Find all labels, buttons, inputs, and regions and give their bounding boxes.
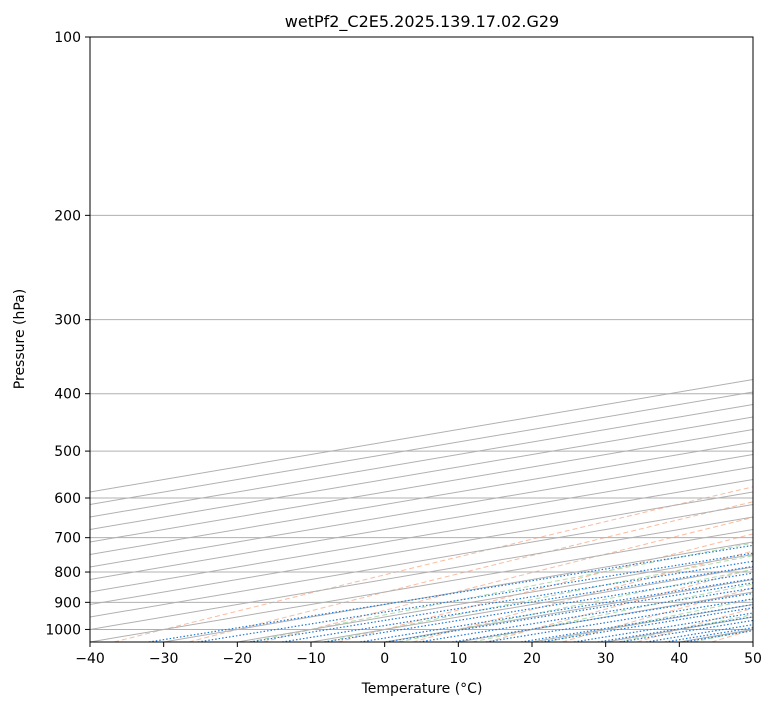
isotherm-line bbox=[90, 378, 753, 493]
y-tick-label: 900 bbox=[54, 595, 81, 611]
isotherm-line bbox=[90, 503, 753, 618]
isotherm-line bbox=[90, 441, 753, 556]
y-tick-label: 400 bbox=[54, 387, 81, 403]
isotherm-line bbox=[90, 516, 753, 631]
y-tick-label: 700 bbox=[54, 531, 81, 547]
mixing-ratio-line bbox=[419, 587, 753, 642]
isotherm-line bbox=[237, 553, 753, 642]
x-tick-label: −10 bbox=[296, 651, 326, 667]
y-tick-label: 500 bbox=[54, 444, 81, 460]
isotherm-line bbox=[752, 641, 753, 642]
y-tick-label: 1000 bbox=[45, 622, 81, 638]
moist-adiabat-line bbox=[398, 568, 753, 642]
x-axis-label: Temperature (°C) bbox=[361, 681, 483, 697]
isotherm-line bbox=[90, 428, 753, 543]
x-tick-label: 50 bbox=[744, 651, 762, 667]
x-tick-label: 30 bbox=[597, 651, 615, 667]
dry-adiabat-line bbox=[412, 550, 753, 642]
moist-adiabat-line bbox=[545, 598, 753, 642]
mixing-ratio-line bbox=[385, 582, 753, 642]
dry-adiabat-line bbox=[562, 587, 753, 642]
y-axis: 100 200 300 400 500 600 700 800 900 1000 bbox=[45, 30, 90, 638]
y-tick-label: 200 bbox=[54, 208, 81, 224]
isotherm-line bbox=[679, 628, 753, 642]
y-tick-label: 300 bbox=[54, 313, 81, 329]
mixing-ratio-line bbox=[282, 565, 753, 642]
y-axis-label: Pressure (hPa) bbox=[12, 289, 28, 389]
reference-lines bbox=[90, 37, 775, 642]
isotherm-line bbox=[90, 416, 753, 531]
x-tick-label: 10 bbox=[449, 651, 467, 667]
x-tick-label: −20 bbox=[223, 651, 253, 667]
mixing-ratio-line bbox=[683, 630, 753, 642]
isotherm-line bbox=[90, 528, 753, 642]
dry-adiabat-line bbox=[487, 568, 753, 642]
x-tick-label: 0 bbox=[380, 651, 389, 667]
moist-adiabat-line bbox=[768, 37, 775, 642]
x-tick-label: 40 bbox=[670, 651, 688, 667]
isotherm-line bbox=[90, 466, 753, 581]
x-axis: −40 −30 −20 −10 0 10 20 30 40 50 bbox=[75, 642, 762, 667]
isotherm-line bbox=[605, 616, 753, 642]
dry-adiabat-line bbox=[113, 486, 753, 642]
isotherm-line bbox=[531, 603, 753, 642]
moist-adiabat-line bbox=[692, 628, 753, 642]
isotherm-line bbox=[90, 391, 753, 506]
dry-adiabat-line bbox=[636, 607, 753, 642]
x-tick-label: −30 bbox=[149, 651, 179, 667]
isotherm-line bbox=[90, 491, 753, 606]
y-tick-label: 600 bbox=[54, 491, 81, 507]
y-tick-label: 100 bbox=[54, 30, 81, 46]
plot-frame bbox=[89, 36, 754, 643]
chart-title: wetPf2_C2E5.2025.139.17.02.G29 bbox=[285, 12, 559, 32]
isotherm-line bbox=[90, 403, 753, 518]
x-tick-label: −40 bbox=[75, 651, 105, 667]
y-tick-label: 800 bbox=[54, 565, 81, 581]
dry-adiabat-line bbox=[711, 629, 753, 642]
isotherm-line bbox=[90, 478, 753, 593]
mixing-ratio-line bbox=[360, 578, 753, 642]
isotherm-line bbox=[310, 566, 753, 642]
x-tick-label: 20 bbox=[523, 651, 541, 667]
mixing-ratio-line bbox=[665, 627, 753, 642]
isotherm-line bbox=[90, 453, 753, 568]
mixing-ratio-line bbox=[324, 572, 753, 642]
mixing-ratio-line bbox=[249, 560, 753, 642]
mixing-ratio-line bbox=[645, 624, 753, 642]
mixing-ratio-line bbox=[452, 592, 753, 642]
